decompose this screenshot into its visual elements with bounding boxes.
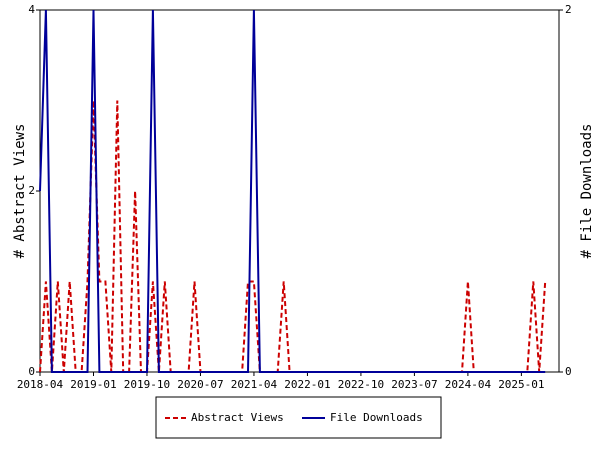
x-tick-label: 2019-01 bbox=[70, 378, 116, 391]
x-tick-label: 2024-04 bbox=[445, 378, 492, 391]
x-axis: 2018-04 2019-01 2019-10 2020-07 2021-04 2022-… bbox=[17, 372, 545, 391]
series-layer bbox=[39, 9, 547, 373]
legend-box bbox=[155, 396, 442, 439]
x-tick-label: 2019-10 bbox=[124, 378, 170, 391]
y-tick-label-left: 0 bbox=[28, 365, 35, 378]
x-tick-label: 2020-07 bbox=[177, 378, 223, 391]
y-tick-label-left: 2 bbox=[28, 184, 35, 197]
plot-frame bbox=[39, 9, 560, 373]
x-tick-label: 2025-01 bbox=[498, 378, 544, 391]
legend-label-abstract-views: Abstract Views bbox=[191, 411, 284, 424]
y-axis-right: 02 bbox=[559, 3, 572, 378]
plot-area bbox=[39, 9, 560, 373]
legend-label-file-downloads: File Downloads bbox=[330, 411, 423, 424]
y-tick-label-right: 2 bbox=[565, 3, 572, 16]
y-tick-label-right: 0 bbox=[565, 365, 572, 378]
series-line-file-downloads bbox=[39, 9, 546, 373]
x-tick-label: 2023-07 bbox=[391, 378, 437, 391]
x-tick-label: 2018-04 bbox=[17, 378, 64, 391]
y-axis-title-left: # Abstract Views bbox=[12, 124, 28, 259]
y-axis-left: 0 2 4 bbox=[28, 3, 40, 378]
legend: Abstract Views File Downloads bbox=[155, 396, 442, 439]
y-tick-label-left: 4 bbox=[28, 3, 35, 16]
y-axis-title-right: # File Downloads bbox=[579, 124, 595, 259]
x-tick-label: 2021-04 bbox=[231, 378, 278, 391]
x-tick-label: 2022-10 bbox=[338, 378, 384, 391]
x-tick-label: 2022-01 bbox=[284, 378, 330, 391]
